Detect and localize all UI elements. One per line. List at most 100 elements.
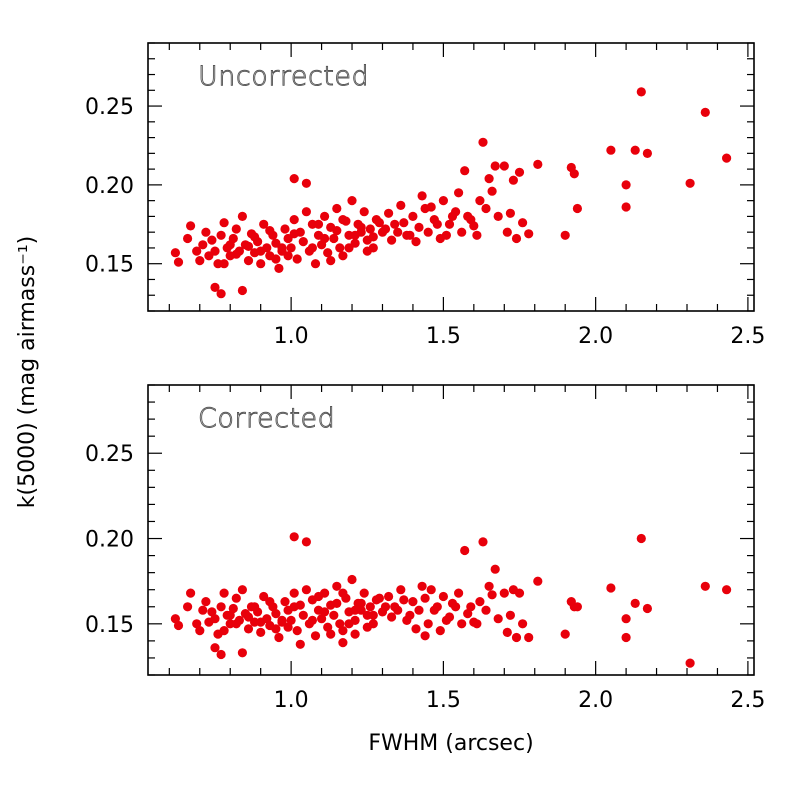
data-point bbox=[210, 614, 220, 624]
data-point bbox=[511, 632, 522, 643]
x-tick-label: 1.5 bbox=[426, 688, 461, 713]
data-point bbox=[700, 107, 710, 117]
data-point bbox=[502, 227, 512, 237]
data-point bbox=[356, 598, 366, 609]
data-point bbox=[326, 629, 336, 639]
data-point bbox=[478, 137, 488, 147]
data-point bbox=[505, 610, 515, 620]
x-tick-label: 2.5 bbox=[730, 324, 765, 349]
data-point bbox=[518, 619, 528, 629]
data-point bbox=[338, 251, 348, 261]
data-point bbox=[301, 585, 311, 595]
data-point bbox=[499, 161, 509, 171]
data-point bbox=[502, 627, 512, 638]
data-point bbox=[472, 619, 482, 629]
data-point bbox=[243, 624, 254, 634]
data-point bbox=[533, 159, 543, 169]
data-point bbox=[493, 614, 503, 624]
data-point bbox=[362, 235, 372, 245]
data-point bbox=[201, 597, 211, 607]
data-point bbox=[256, 617, 266, 627]
data-point bbox=[685, 658, 695, 668]
data-point bbox=[256, 627, 266, 638]
data-point bbox=[514, 588, 525, 598]
data-point bbox=[399, 218, 409, 228]
data-point bbox=[219, 588, 229, 598]
data-point bbox=[173, 620, 184, 631]
data-point bbox=[454, 588, 464, 598]
data-point bbox=[280, 597, 290, 607]
data-point bbox=[432, 219, 442, 229]
data-point bbox=[256, 259, 266, 269]
data-point bbox=[277, 243, 287, 253]
data-point bbox=[216, 230, 226, 240]
data-point bbox=[289, 215, 299, 225]
data-point bbox=[310, 631, 321, 641]
data-point bbox=[271, 254, 281, 264]
data-point bbox=[259, 591, 269, 602]
data-point bbox=[447, 598, 458, 609]
data-point bbox=[484, 174, 494, 184]
data-point bbox=[289, 229, 299, 239]
data-point bbox=[356, 222, 366, 232]
data-point bbox=[350, 629, 360, 639]
data-point bbox=[475, 196, 485, 206]
data-point bbox=[642, 603, 653, 614]
data-point bbox=[198, 605, 208, 615]
data-point bbox=[359, 588, 369, 598]
data-point bbox=[420, 593, 430, 603]
data-point bbox=[457, 619, 467, 629]
data-point bbox=[329, 610, 339, 620]
data-point bbox=[374, 218, 384, 228]
data-point bbox=[417, 191, 427, 201]
data-point bbox=[396, 585, 406, 595]
data-point bbox=[524, 229, 534, 239]
data-point bbox=[487, 186, 497, 196]
data-point bbox=[186, 588, 196, 598]
data-point bbox=[280, 224, 290, 234]
panel-uncorrected: 1.0 1.5 2.0 2.5 0.15 0.20 0.25 Uncorrected bbox=[85, 42, 765, 349]
data-point bbox=[198, 240, 208, 250]
data-point bbox=[524, 632, 534, 643]
data-point bbox=[323, 248, 333, 258]
data-point bbox=[289, 602, 299, 612]
data-point bbox=[621, 614, 631, 624]
data-point bbox=[344, 243, 354, 253]
data-point bbox=[332, 581, 342, 591]
data-point bbox=[283, 251, 293, 261]
data-point bbox=[313, 219, 324, 229]
data-point bbox=[307, 615, 317, 626]
x-tick-label: 2.0 bbox=[578, 324, 613, 349]
data-point bbox=[387, 235, 397, 245]
data-point bbox=[320, 233, 330, 244]
data-point bbox=[621, 632, 631, 643]
data-point bbox=[170, 248, 180, 258]
data-point bbox=[380, 224, 391, 234]
data-point bbox=[408, 597, 418, 607]
data-point bbox=[362, 610, 372, 620]
data-point bbox=[335, 243, 345, 253]
data-point bbox=[505, 208, 515, 218]
data-point bbox=[466, 602, 476, 612]
data-point bbox=[408, 211, 418, 221]
data-point bbox=[365, 224, 375, 234]
data-point bbox=[518, 218, 528, 228]
data-point bbox=[313, 591, 324, 602]
data-point bbox=[277, 615, 287, 626]
data-point bbox=[359, 207, 369, 217]
data-point bbox=[438, 591, 448, 602]
data-point bbox=[438, 196, 448, 206]
data-point bbox=[289, 588, 299, 598]
panel-label: Uncorrected bbox=[198, 61, 369, 92]
data-point bbox=[411, 237, 421, 247]
data-point bbox=[186, 221, 196, 231]
data-point bbox=[338, 588, 348, 598]
data-point bbox=[210, 643, 220, 653]
data-point bbox=[499, 588, 509, 598]
data-point bbox=[685, 178, 695, 188]
data-point bbox=[481, 605, 491, 615]
data-point bbox=[454, 188, 464, 198]
data-point bbox=[606, 145, 616, 155]
data-point bbox=[457, 227, 467, 237]
